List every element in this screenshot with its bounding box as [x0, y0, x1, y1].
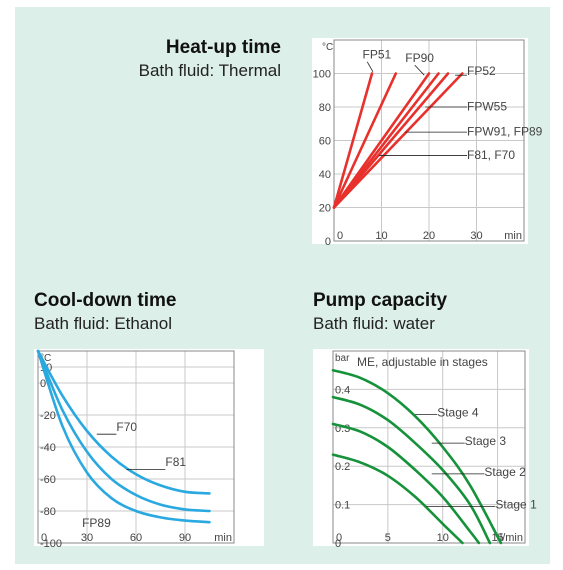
y-tick-label: 0.2	[335, 461, 350, 473]
series-line-stage-3	[331, 395, 492, 545]
annotation-label: FP90	[405, 51, 434, 65]
y-tick-label: 60	[319, 136, 331, 148]
series-line-fp89	[36, 349, 211, 524]
pump-caption: Pump capacity Bath fluid: water	[313, 289, 447, 335]
y-tick-label: 40	[319, 169, 331, 181]
pump-subtitle: Bath fluid: water	[313, 314, 435, 333]
annotation-label: Stage 1	[495, 497, 537, 511]
y-tick-label: -60	[40, 474, 56, 486]
annotation-label: F81, F70	[467, 148, 515, 162]
annotation-label: FP51	[363, 47, 392, 61]
cooldown-chart: 10 0 -20 -40 -60 -80 -100 0 30 60 90 min °C F70 F81 FP8…	[34, 349, 264, 550]
heatup-chart: 0 20 40 60 80 100 0 10 20 30 min °C FP51 FP90 FP52 FPW5…	[312, 38, 543, 248]
annotation-label: F81	[165, 455, 186, 469]
annotation-label: Stage 3	[465, 434, 507, 448]
y-axis-label: bar	[335, 353, 350, 364]
x-tick-label: 30	[470, 230, 482, 242]
x-axis-label: min	[214, 532, 232, 544]
cooldown-caption: Cool-down time Bath fluid: Ethanol	[34, 289, 176, 335]
series-line-stage-2	[331, 422, 481, 545]
leader-line	[366, 61, 374, 73]
x-axis-label: min	[504, 230, 522, 242]
series-note: ME, adjustable in stages	[357, 355, 488, 369]
y-tick-label: -40	[40, 442, 56, 454]
annotation-label: FP89	[82, 516, 111, 530]
x-tick-label: 5	[385, 532, 391, 544]
x-tick-label: 60	[130, 532, 142, 544]
series-line-f70	[36, 349, 211, 495]
annotation-label: Stage 4	[437, 405, 479, 419]
x-tick-label: 10	[437, 532, 449, 544]
x-tick-label: 10	[375, 230, 387, 242]
y-tick-label: 20	[319, 203, 331, 215]
y-tick-label: 0.4	[335, 384, 350, 396]
heatup-chart-svg: 0 20 40 60 80 100 0 10 20 30 min °C FP51 FP90 FP52 FPW5…	[313, 39, 543, 248]
y-tick-label: 100	[313, 69, 331, 81]
x-axis-label: l/min	[500, 532, 523, 544]
heatup-subtitle: Bath fluid: Thermal	[138, 61, 281, 80]
pump-chart: 0 0.1 0.2 0.3 0.4 0 5 10 15 l/min bar Stage 4 Stage …	[313, 349, 537, 550]
x-tick-label: 90	[179, 532, 191, 544]
plot-frame	[37, 350, 235, 544]
annotation-label: FP52	[467, 64, 496, 78]
x-tick-label: 30	[81, 532, 93, 544]
x-tick-label: 0	[336, 532, 342, 544]
series-line-fpw55	[332, 72, 450, 209]
x-tick-label: 20	[423, 230, 435, 242]
series-line-fp51	[332, 72, 374, 209]
annotation-label: FPW91, FP89	[467, 124, 543, 138]
series-line-stage-4	[331, 368, 503, 545]
series-line-fp51	[332, 72, 398, 209]
series-line-fp52	[332, 72, 464, 209]
pump-title: Pump capacity	[313, 290, 448, 311]
annotation-label: F70	[116, 420, 137, 434]
leader-line	[414, 64, 425, 76]
series-line-f81	[36, 349, 211, 513]
y-axis-label: °C	[322, 42, 333, 53]
x-tick-label: 0	[337, 230, 343, 242]
y-tick-label: -80	[40, 506, 56, 518]
y-tick-label: 0	[335, 538, 341, 550]
y-tick-label: -20	[40, 410, 56, 422]
y-tick-label: 0.1	[335, 500, 350, 512]
annotation-label: Stage 2	[484, 465, 526, 479]
heatup-title: Heat-up time	[165, 37, 281, 58]
plot-frame	[333, 39, 525, 242]
series-line-stage-1	[331, 453, 464, 545]
heatup-caption: Heat-up time Bath fluid: Thermal	[139, 36, 281, 82]
x-tick-label: 0	[41, 532, 47, 544]
plot-frame	[332, 350, 526, 544]
y-tick-label: -100	[40, 538, 62, 550]
y-tick-label: 80	[319, 102, 331, 114]
cooldown-subtitle: Bath fluid: Ethanol	[34, 314, 172, 333]
y-axis-label: °C	[40, 353, 51, 364]
y-tick-label: 0	[40, 378, 46, 390]
y-tick-label: 0	[325, 236, 331, 248]
cooldown-title: Cool-down time	[34, 290, 177, 311]
annotation-label: FPW55	[467, 99, 507, 113]
